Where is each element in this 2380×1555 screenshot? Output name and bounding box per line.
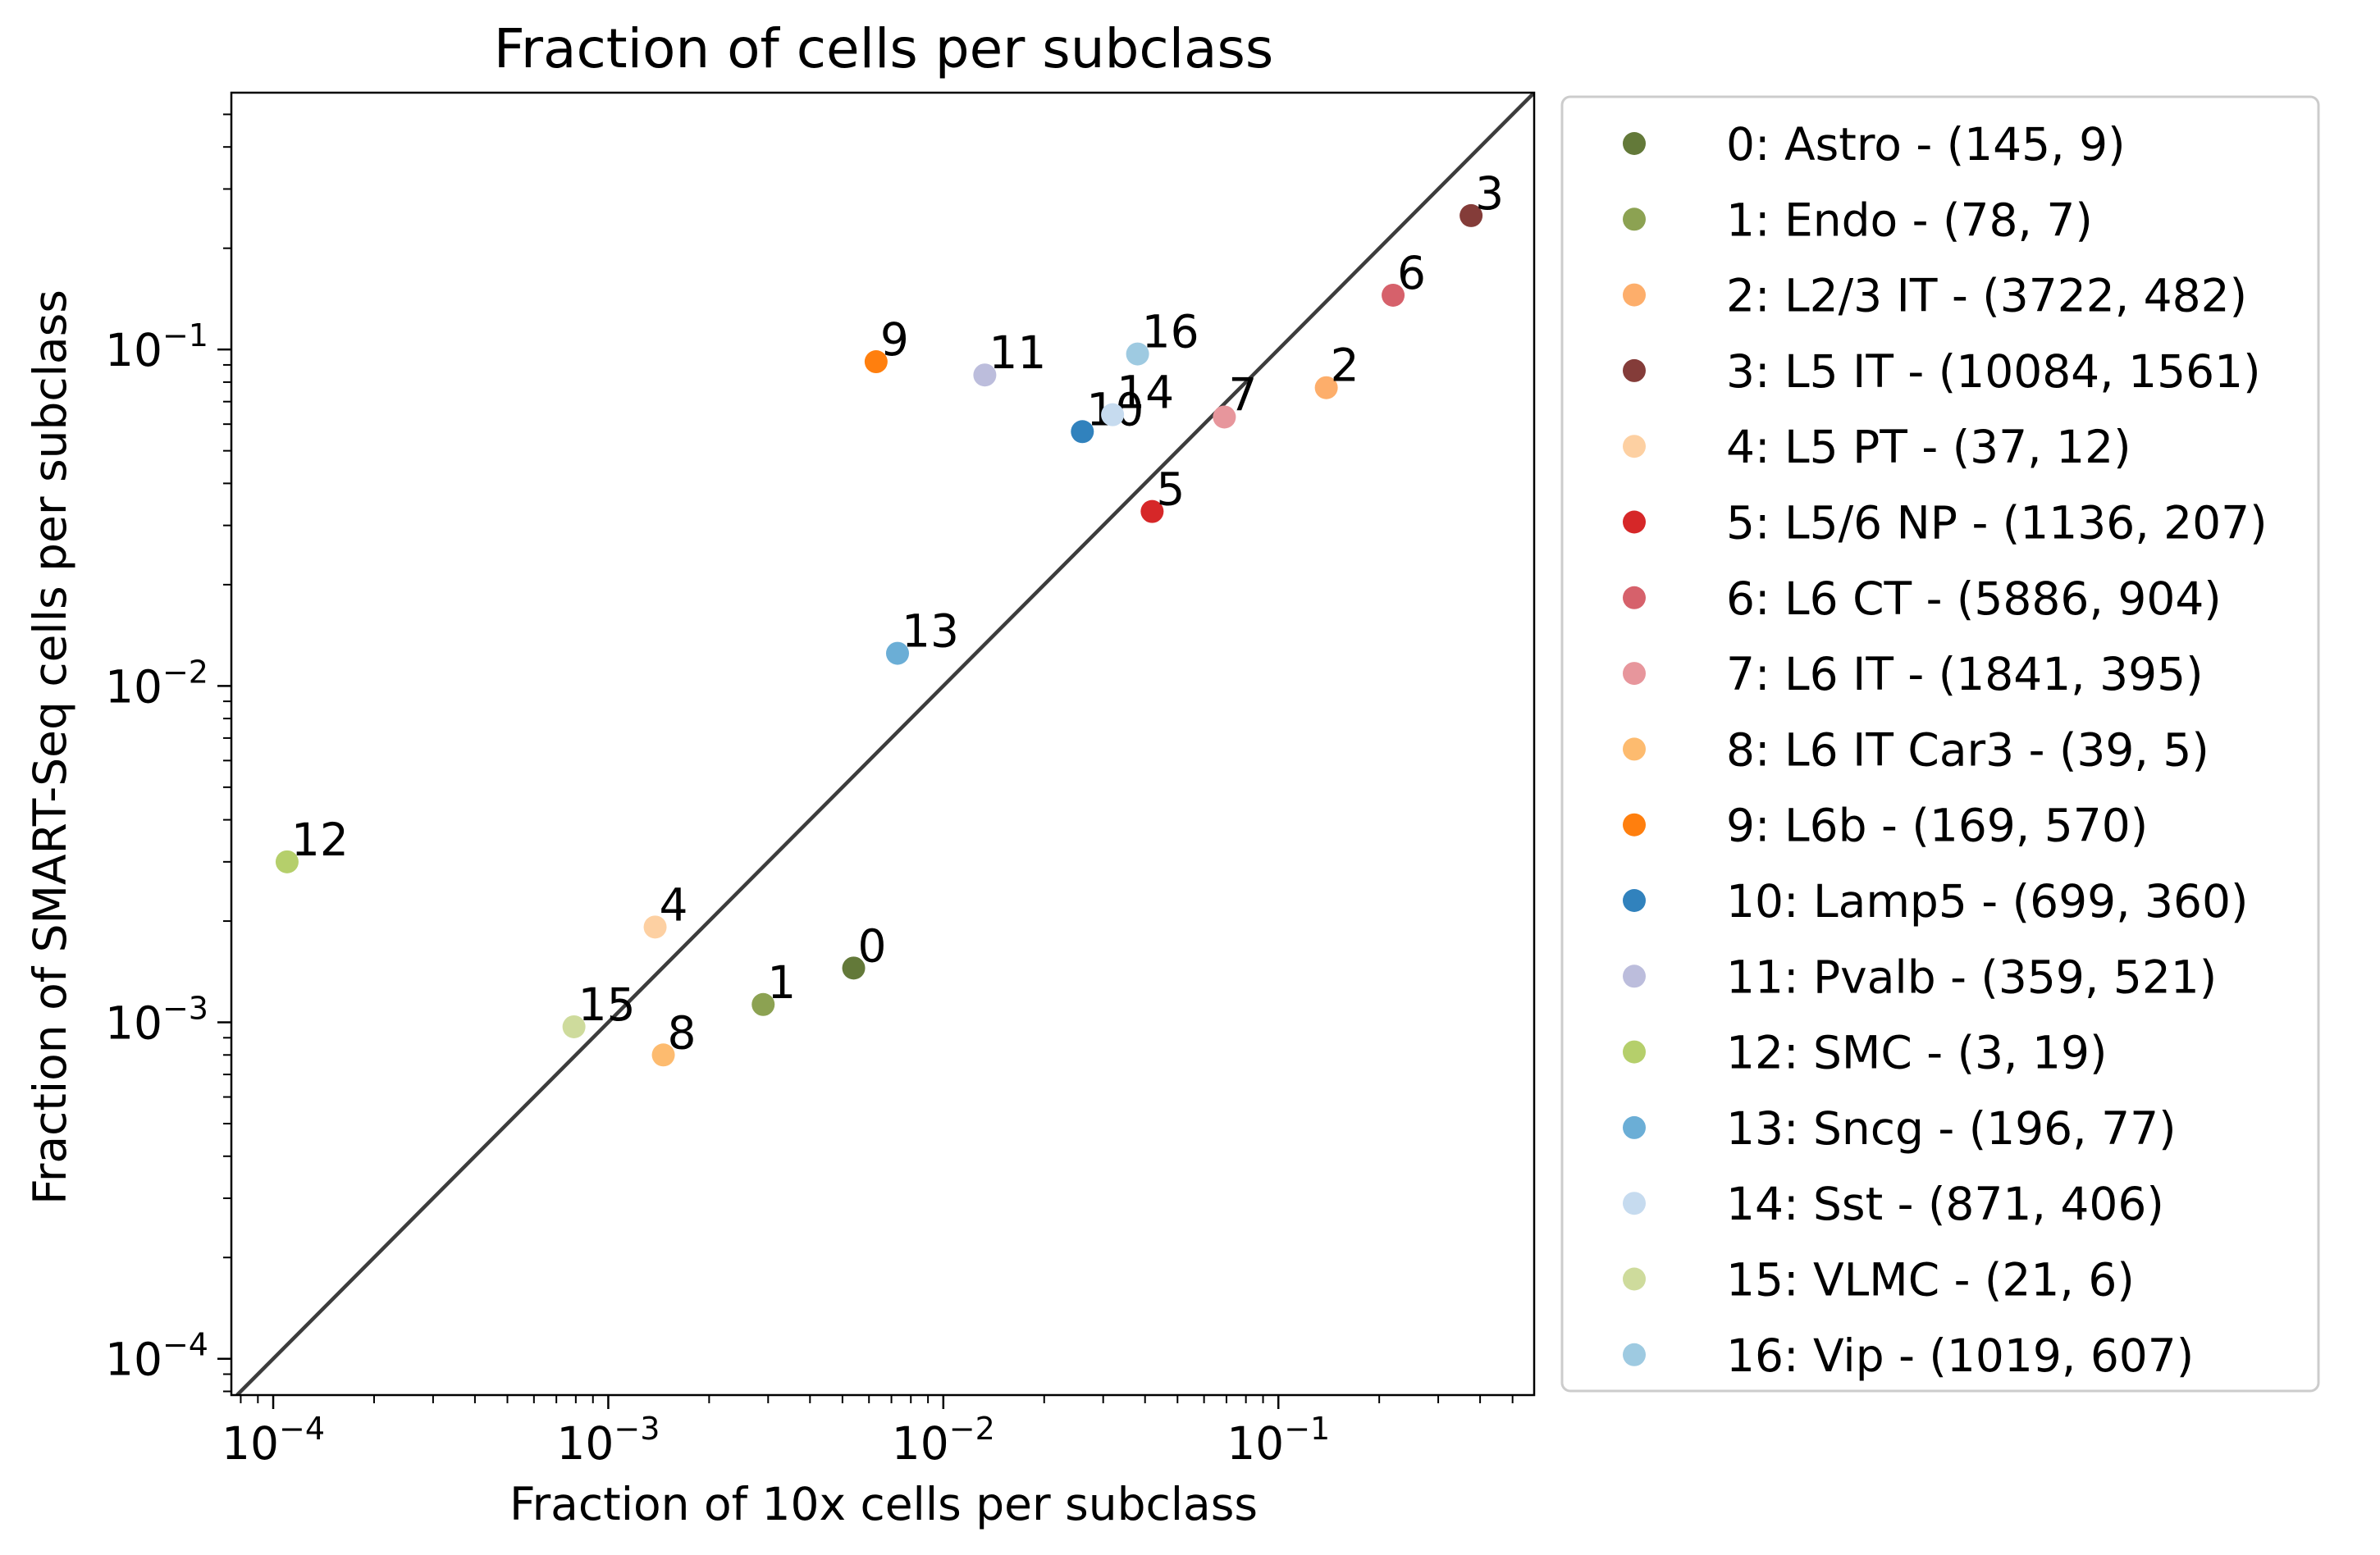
identity-line [235, 93, 1534, 1395]
x-tick-label: 10−3 [556, 1411, 660, 1470]
legend-marker-10 [1623, 889, 1646, 912]
legend-entry-16: 16: Vip - (1019, 607) [1726, 1329, 2194, 1382]
data-point-7 [1213, 405, 1236, 429]
data-point-10 [1071, 420, 1094, 444]
x-tick-label: 10−1 [1227, 1411, 1330, 1470]
legend-marker-3 [1623, 358, 1646, 382]
legend-marker-9 [1623, 813, 1646, 837]
point-label-4: 4 [660, 878, 688, 931]
point-label-2: 2 [1331, 340, 1359, 392]
chart-title: Fraction of cells per subclass [494, 17, 1274, 80]
legend-entry-11: 11: Pvalb - (359, 521) [1726, 951, 2217, 1003]
y-tick-label: 10−2 [105, 654, 208, 713]
legend-entry-9: 9: L6b - (169, 570) [1726, 800, 2148, 852]
data-point-16 [1126, 342, 1149, 366]
axes-frame [230, 91, 1536, 1397]
legend-entry-1: 1: Endo - (78, 7) [1726, 194, 2093, 246]
point-label-7: 7 [1228, 368, 1257, 421]
point-label-11: 11 [989, 326, 1046, 379]
legend-marker-1 [1623, 207, 1646, 231]
legend-marker-14 [1623, 1192, 1646, 1215]
point-label-3: 3 [1475, 167, 1504, 220]
point-label-16: 16 [1142, 306, 1199, 358]
data-point-2 [1314, 376, 1338, 399]
data-point-0 [842, 956, 866, 980]
legend-marker-12 [1623, 1040, 1646, 1064]
y-tick-label: 10−1 [105, 317, 208, 376]
legend-entry-7: 7: L6 IT - (1841, 395) [1726, 648, 2204, 700]
point-label-5: 5 [1156, 463, 1185, 516]
point-label-0: 0 [858, 919, 887, 972]
legend-entry-6: 6: L6 CT - (5886, 904) [1726, 572, 2222, 625]
x-axis-label: Fraction of 10x cells per subclass [509, 1478, 1258, 1530]
legend-entry-4: 4: L5 PT - (37, 12) [1726, 421, 2131, 473]
data-point-15 [562, 1015, 586, 1038]
legend-entry-2: 2: L2/3 IT - (3722, 482) [1726, 270, 2247, 322]
legend-marker-16 [1623, 1343, 1646, 1366]
point-label-13: 13 [902, 605, 959, 658]
legend-entry-10: 10: Lamp5 - (699, 360) [1726, 875, 2248, 928]
y-tick-label: 10−3 [105, 991, 208, 1050]
legend-marker-5 [1623, 510, 1646, 534]
data-point-3 [1460, 203, 1483, 227]
data-point-1 [751, 992, 775, 1016]
y-tick-label: 10−4 [105, 1327, 208, 1386]
x-tick-label: 10−2 [892, 1411, 995, 1470]
data-point-6 [1382, 283, 1405, 307]
legend: 0: Astro - (145, 9) 1: Endo - (78, 7) 2: L… [1560, 95, 2320, 1393]
legend-marker-11 [1623, 964, 1646, 988]
data-point-4 [643, 915, 667, 939]
legend-entry-8: 8: L6 IT Car3 - (39, 5) [1726, 723, 2209, 776]
point-label-14: 14 [1117, 367, 1174, 419]
plot-area: 10−410−410−310−310−210−210−110−101234567… [105, 91, 1536, 1470]
legend-entry-12: 12: SMC - (3, 19) [1726, 1027, 2107, 1079]
legend-marker-6 [1623, 586, 1646, 609]
point-label-1: 1 [767, 956, 796, 1009]
y-axis-label: Fraction of SMART-Seq cells per subclass [24, 290, 76, 1205]
point-label-12: 12 [291, 814, 349, 866]
legend-marker-4 [1623, 435, 1646, 458]
data-point-8 [651, 1043, 675, 1067]
legend-marker-15 [1623, 1267, 1646, 1291]
point-label-15: 15 [578, 978, 636, 1031]
legend-marker-13 [1623, 1115, 1646, 1139]
legend-marker-8 [1623, 737, 1646, 761]
legend-entry-15: 15: VLMC - (21, 6) [1726, 1254, 2135, 1306]
data-point-9 [864, 350, 888, 374]
data-point-14 [1101, 403, 1125, 426]
legend-entry-0: 0: Astro - (145, 9) [1726, 118, 2126, 171]
legend-entry-3: 3: L5 IT - (10084, 1561) [1726, 345, 2261, 398]
legend-entry-14: 14: Sst - (871, 406) [1726, 1178, 2164, 1230]
x-tick-label: 10−4 [222, 1411, 325, 1470]
legend-box [1560, 95, 2320, 1393]
data-point-11 [973, 363, 997, 387]
point-label-6: 6 [1397, 247, 1426, 299]
point-label-9: 9 [880, 313, 909, 366]
data-point-13 [886, 641, 910, 665]
data-point-5 [1140, 499, 1164, 523]
legend-marker-0 [1623, 132, 1646, 155]
point-label-8: 8 [668, 1006, 697, 1059]
data-point-12 [275, 850, 299, 873]
legend-marker-2 [1623, 283, 1646, 307]
legend-entry-5: 5: L5/6 NP - (1136, 207) [1726, 497, 2268, 549]
legend-entry-13: 13: Sncg - (196, 77) [1726, 1102, 2177, 1155]
legend-marker-7 [1623, 662, 1646, 686]
